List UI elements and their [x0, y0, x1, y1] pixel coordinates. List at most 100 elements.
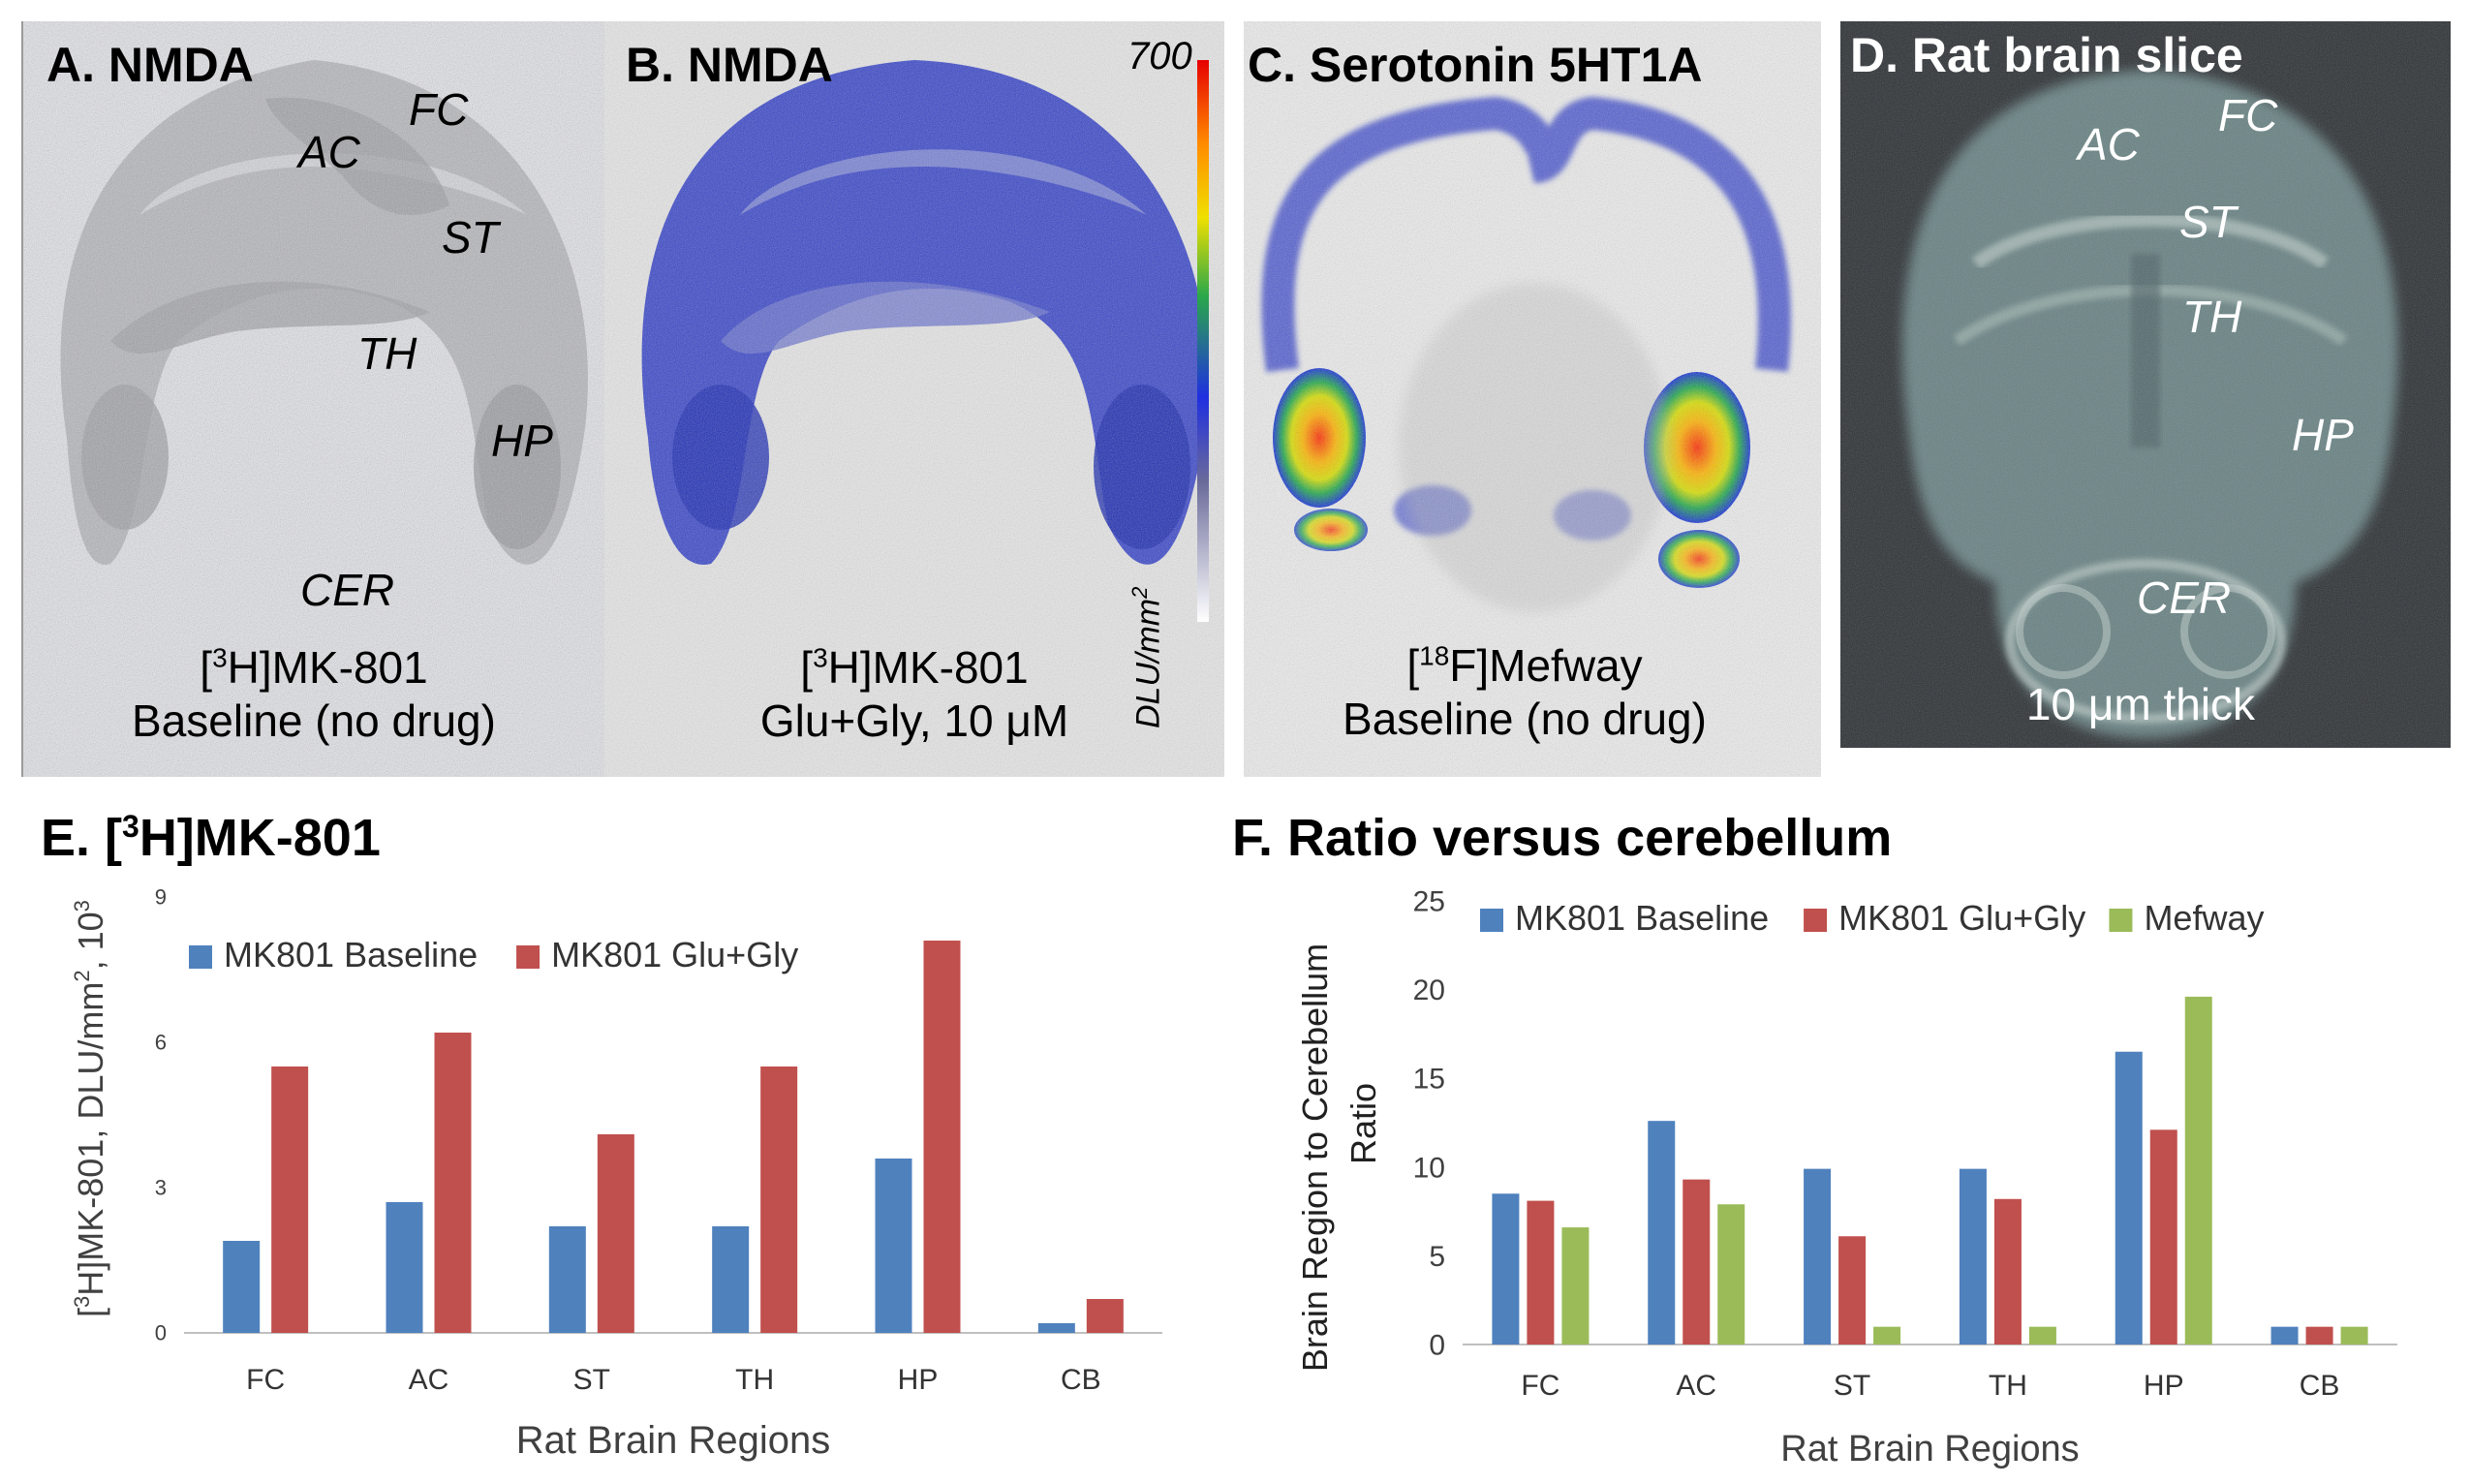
panel-a-title: A. NMDA	[46, 38, 254, 92]
x-tick-label: TH	[1989, 1370, 2027, 1402]
colorbar	[1197, 60, 1209, 622]
y-axis-label-line1: Brain Region to Cerebellum	[1295, 943, 1335, 1372]
bar-mk801-glu-gly	[1683, 1179, 1711, 1345]
bar-mk801-baseline	[1959, 1168, 1987, 1345]
panel-a-autoradiograph	[23, 21, 606, 777]
legend-label: MK801 Baseline	[224, 935, 478, 974]
x-axis-label: Rat Brain Regions	[516, 1419, 831, 1462]
colorbar-unit-label: DLU/mm2	[1127, 586, 1167, 728]
region-label-ac: AC	[2078, 119, 2140, 170]
y-axis-label-part: , 10	[71, 912, 110, 970]
panel-c-caption: [18F]Mefway Baseline (no drug)	[1312, 639, 1738, 746]
y-axis-label: [3H]MK-801, DLU/mm2, 103	[70, 900, 110, 1317]
x-tick-label: TH	[735, 1364, 774, 1396]
legend-swatch	[1480, 909, 1503, 932]
region-label-st: ST	[442, 212, 499, 263]
y-tick-label: 5	[1429, 1241, 1445, 1273]
bar-mk801-baseline	[1804, 1168, 1832, 1345]
bar-mk801-glu-gly	[1086, 1299, 1124, 1333]
bar-mk801-glu-gly	[1838, 1236, 1867, 1345]
y-tick-label: 9	[155, 885, 167, 910]
y-axis-label-line2: Ratio	[1343, 1083, 1383, 1164]
panel-d: D. Rat brain slice AC FC ST TH HP CER 10…	[1840, 21, 2451, 748]
bar-mk801-baseline	[223, 1241, 261, 1333]
x-tick-label: ST	[1834, 1370, 1870, 1402]
bar-mk801-baseline	[1648, 1121, 1676, 1345]
chart-e: 0 3 6 9 FC AC ST TH HP CB MK801 Baseline MK801 Glu+…	[70, 885, 1162, 1462]
bar-mk801-glu-gly	[923, 941, 961, 1333]
y-axis-label-part: H]MK-801, DLU/mm	[71, 982, 110, 1296]
panel-a: A. NMDA AC FC ST TH HP CER [3H]MK-801 Ba…	[21, 21, 606, 777]
bar-mefway	[2028, 1326, 2056, 1345]
y-axis-label-part: 3	[70, 900, 94, 912]
panel-d-photo	[1840, 21, 2451, 748]
panel-a-condition: Baseline (no drug)	[132, 696, 496, 747]
y-tick-label: 0	[1429, 1330, 1445, 1362]
panel-b-condition: Glu+Gly, 10 μM	[759, 696, 1069, 747]
legend-label: MK801 Glu+Gly	[551, 935, 798, 974]
chart-f: 0 5 10 15 20 25 FC AC ST TH HP CB MK801 Baseline MK80…	[1295, 886, 2397, 1469]
y-tick-label: 6	[155, 1031, 167, 1055]
bar-mk801-baseline	[386, 1202, 423, 1333]
bar-mk801-glu-gly	[1993, 1198, 2022, 1345]
bar-mefway	[2340, 1326, 2368, 1345]
bar-mk801-baseline	[1492, 1193, 1520, 1345]
region-label-th: TH	[2182, 292, 2242, 342]
panel-b-autoradiograph	[604, 21, 1224, 777]
chart-e-title: E. [3H]MK-801	[41, 809, 381, 867]
bar-mk801-glu-gly	[271, 1067, 309, 1333]
panel-c-autoradiograph	[1244, 21, 1821, 777]
region-label-fc: FC	[409, 84, 469, 135]
bar-mefway	[2184, 996, 2212, 1345]
x-tick-label: FC	[1521, 1370, 1559, 1402]
bar-mefway	[1873, 1326, 1901, 1345]
panel-a-tracer: [3H]MK-801	[200, 642, 428, 693]
bar-mk801-glu-gly	[1527, 1200, 1555, 1345]
bar-mk801-glu-gly	[434, 1033, 472, 1333]
region-label-ac: AC	[298, 127, 360, 177]
region-label-hp: HP	[2292, 410, 2354, 460]
x-tick-label: AC	[1676, 1370, 1716, 1402]
y-axis-label-part: 3	[70, 1296, 94, 1308]
bar-mefway	[1717, 1204, 1745, 1345]
region-label-th: TH	[357, 328, 417, 379]
x-tick-label: CB	[2300, 1370, 2340, 1402]
y-axis-label-part: [	[71, 1308, 110, 1317]
x-tick-label: HP	[2144, 1370, 2184, 1402]
chart-f-title: F. Ratio versus cerebellum	[1232, 809, 1893, 867]
panel-c-condition: Baseline (no drug)	[1343, 694, 1707, 745]
x-tick-label: AC	[409, 1364, 449, 1396]
panel-d-caption: 10 μm thick	[2025, 679, 2256, 729]
bar-mk801-baseline	[548, 1226, 586, 1333]
legend-label: MK801 Baseline	[1515, 898, 1769, 938]
region-label-st: ST	[2179, 197, 2237, 247]
y-tick-label: 3	[155, 1176, 167, 1200]
bar-mefway	[1561, 1227, 1590, 1345]
panel-c-tracer: [18F]Mefway	[1406, 640, 1643, 691]
bar-mk801-glu-gly	[597, 1134, 634, 1333]
legend-swatch	[2109, 909, 2133, 932]
bar-mk801-baseline	[2270, 1326, 2299, 1345]
y-tick-label: 20	[1413, 974, 1445, 1006]
panel-a-caption: [3H]MK-801 Baseline (no drug)	[101, 641, 527, 748]
legend-swatch	[1804, 909, 1828, 932]
legend-swatch	[516, 945, 540, 969]
region-label-cer: CER	[2137, 572, 2232, 623]
y-tick-label: 10	[1413, 1152, 1445, 1184]
bar-mk801-glu-gly	[760, 1067, 798, 1333]
region-label-fc: FC	[2218, 90, 2278, 140]
x-tick-label: CB	[1061, 1364, 1101, 1396]
region-label-hp: HP	[491, 416, 553, 466]
legend-label: Mefway	[2144, 898, 2264, 938]
panel-b-caption: [3H]MK-801 Glu+Gly, 10 μM	[701, 641, 1127, 748]
panel-c: C. Serotonin 5HT1A [18F]Mefway Baseline …	[1244, 21, 1821, 777]
y-tick-label: 15	[1413, 1064, 1445, 1096]
bar-mk801-baseline	[2115, 1051, 2143, 1345]
panel-c-title: C. Serotonin 5HT1A	[1248, 38, 1703, 92]
panel-d-title: D. Rat brain slice	[1850, 28, 2243, 82]
y-axis-label-part: 2	[70, 970, 94, 981]
legend-swatch	[189, 945, 212, 969]
panel-b-title: B. NMDA	[626, 38, 833, 92]
x-tick-label: ST	[573, 1364, 610, 1396]
bar-mk801-baseline	[712, 1226, 750, 1333]
